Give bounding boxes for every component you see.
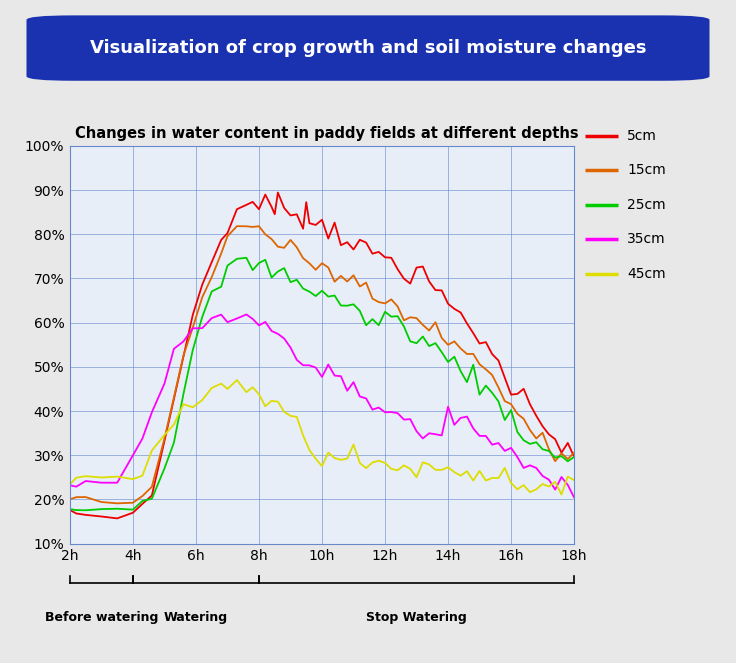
Text: 25cm: 25cm (627, 198, 665, 212)
Text: Stop Watering: Stop Watering (366, 611, 467, 625)
Text: Watering: Watering (164, 611, 228, 625)
Text: 15cm: 15cm (627, 163, 666, 178)
Text: 35cm: 35cm (627, 232, 665, 247)
Text: Changes in water content in paddy fields at different depths: Changes in water content in paddy fields… (75, 125, 578, 141)
Text: Visualization of crop growth and soil moisture changes: Visualization of crop growth and soil mo… (90, 39, 646, 57)
FancyBboxPatch shape (26, 15, 710, 81)
Text: 5cm: 5cm (627, 129, 657, 143)
Text: Before watering: Before watering (45, 611, 158, 625)
Text: 45cm: 45cm (627, 267, 665, 281)
